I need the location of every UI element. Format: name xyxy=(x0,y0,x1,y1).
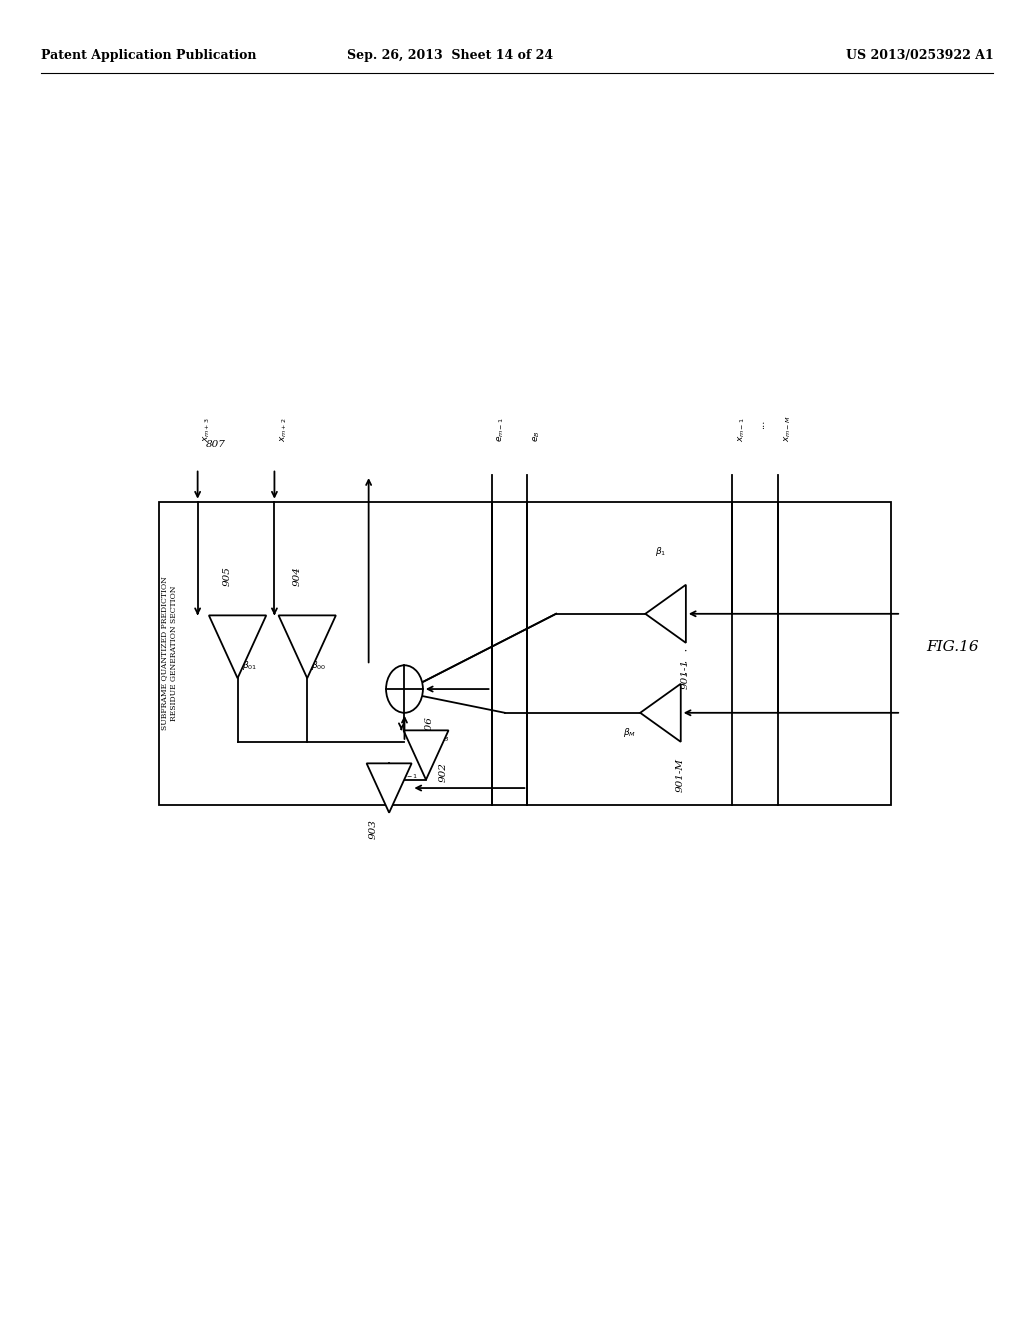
Polygon shape xyxy=(367,763,412,813)
Text: ·
·
·: · · · xyxy=(684,647,688,680)
Polygon shape xyxy=(645,585,686,643)
Text: 901-1: 901-1 xyxy=(681,659,690,689)
Polygon shape xyxy=(640,684,681,742)
Text: Sep. 26, 2013  Sheet 14 of 24: Sep. 26, 2013 Sheet 14 of 24 xyxy=(347,49,554,62)
Text: FIG.16: FIG.16 xyxy=(927,640,979,653)
Text: $\beta_{01}$: $\beta_{01}$ xyxy=(242,659,257,672)
Polygon shape xyxy=(403,730,449,780)
Text: 906: 906 xyxy=(425,715,434,737)
Text: $\beta_{-1}$: $\beta_{-1}$ xyxy=(401,768,418,781)
Text: $\beta_B$: $\beta_B$ xyxy=(438,731,450,744)
Text: $e_{m-1}$: $e_{m-1}$ xyxy=(496,417,506,442)
Text: $x_{m-M}$: $x_{m-M}$ xyxy=(782,416,793,442)
Circle shape xyxy=(386,665,423,713)
Text: US 2013/0253922 A1: US 2013/0253922 A1 xyxy=(846,49,993,62)
Text: ...: ... xyxy=(757,420,766,429)
Text: $e_B$: $e_B$ xyxy=(531,430,542,442)
Polygon shape xyxy=(209,615,266,678)
Text: $x_{m+3}$: $x_{m+3}$ xyxy=(202,417,212,442)
Text: 902: 902 xyxy=(438,762,447,781)
Bar xyxy=(159,502,891,805)
Text: 901-M: 901-M xyxy=(676,758,685,792)
Text: $x_{m+2}$: $x_{m+2}$ xyxy=(279,417,289,442)
Text: 904: 904 xyxy=(293,566,301,586)
Text: Patent Application Publication: Patent Application Publication xyxy=(41,49,256,62)
Polygon shape xyxy=(279,615,336,678)
Text: 905: 905 xyxy=(223,566,231,586)
Text: $\beta_1$: $\beta_1$ xyxy=(655,545,666,558)
Text: $x_{m-1}$: $x_{m-1}$ xyxy=(736,417,746,442)
Text: $\beta_{00}$: $\beta_{00}$ xyxy=(311,659,327,672)
Text: 807: 807 xyxy=(206,440,225,449)
Text: SUBFRAME QUANTIZED PREDICTION
RESIDUE GENERATION SECTION: SUBFRAME QUANTIZED PREDICTION RESIDUE GE… xyxy=(161,577,177,730)
Text: 903: 903 xyxy=(369,820,378,840)
Text: $\beta_M$: $\beta_M$ xyxy=(624,726,636,739)
